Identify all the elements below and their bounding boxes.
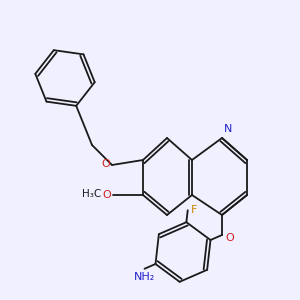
Text: NH₂: NH₂ — [134, 272, 155, 282]
Text: N: N — [224, 124, 232, 134]
Text: O: O — [101, 159, 110, 169]
Text: O: O — [225, 233, 234, 243]
Text: F: F — [191, 205, 197, 215]
Text: O: O — [102, 190, 111, 200]
Text: H₃C: H₃C — [82, 189, 101, 199]
